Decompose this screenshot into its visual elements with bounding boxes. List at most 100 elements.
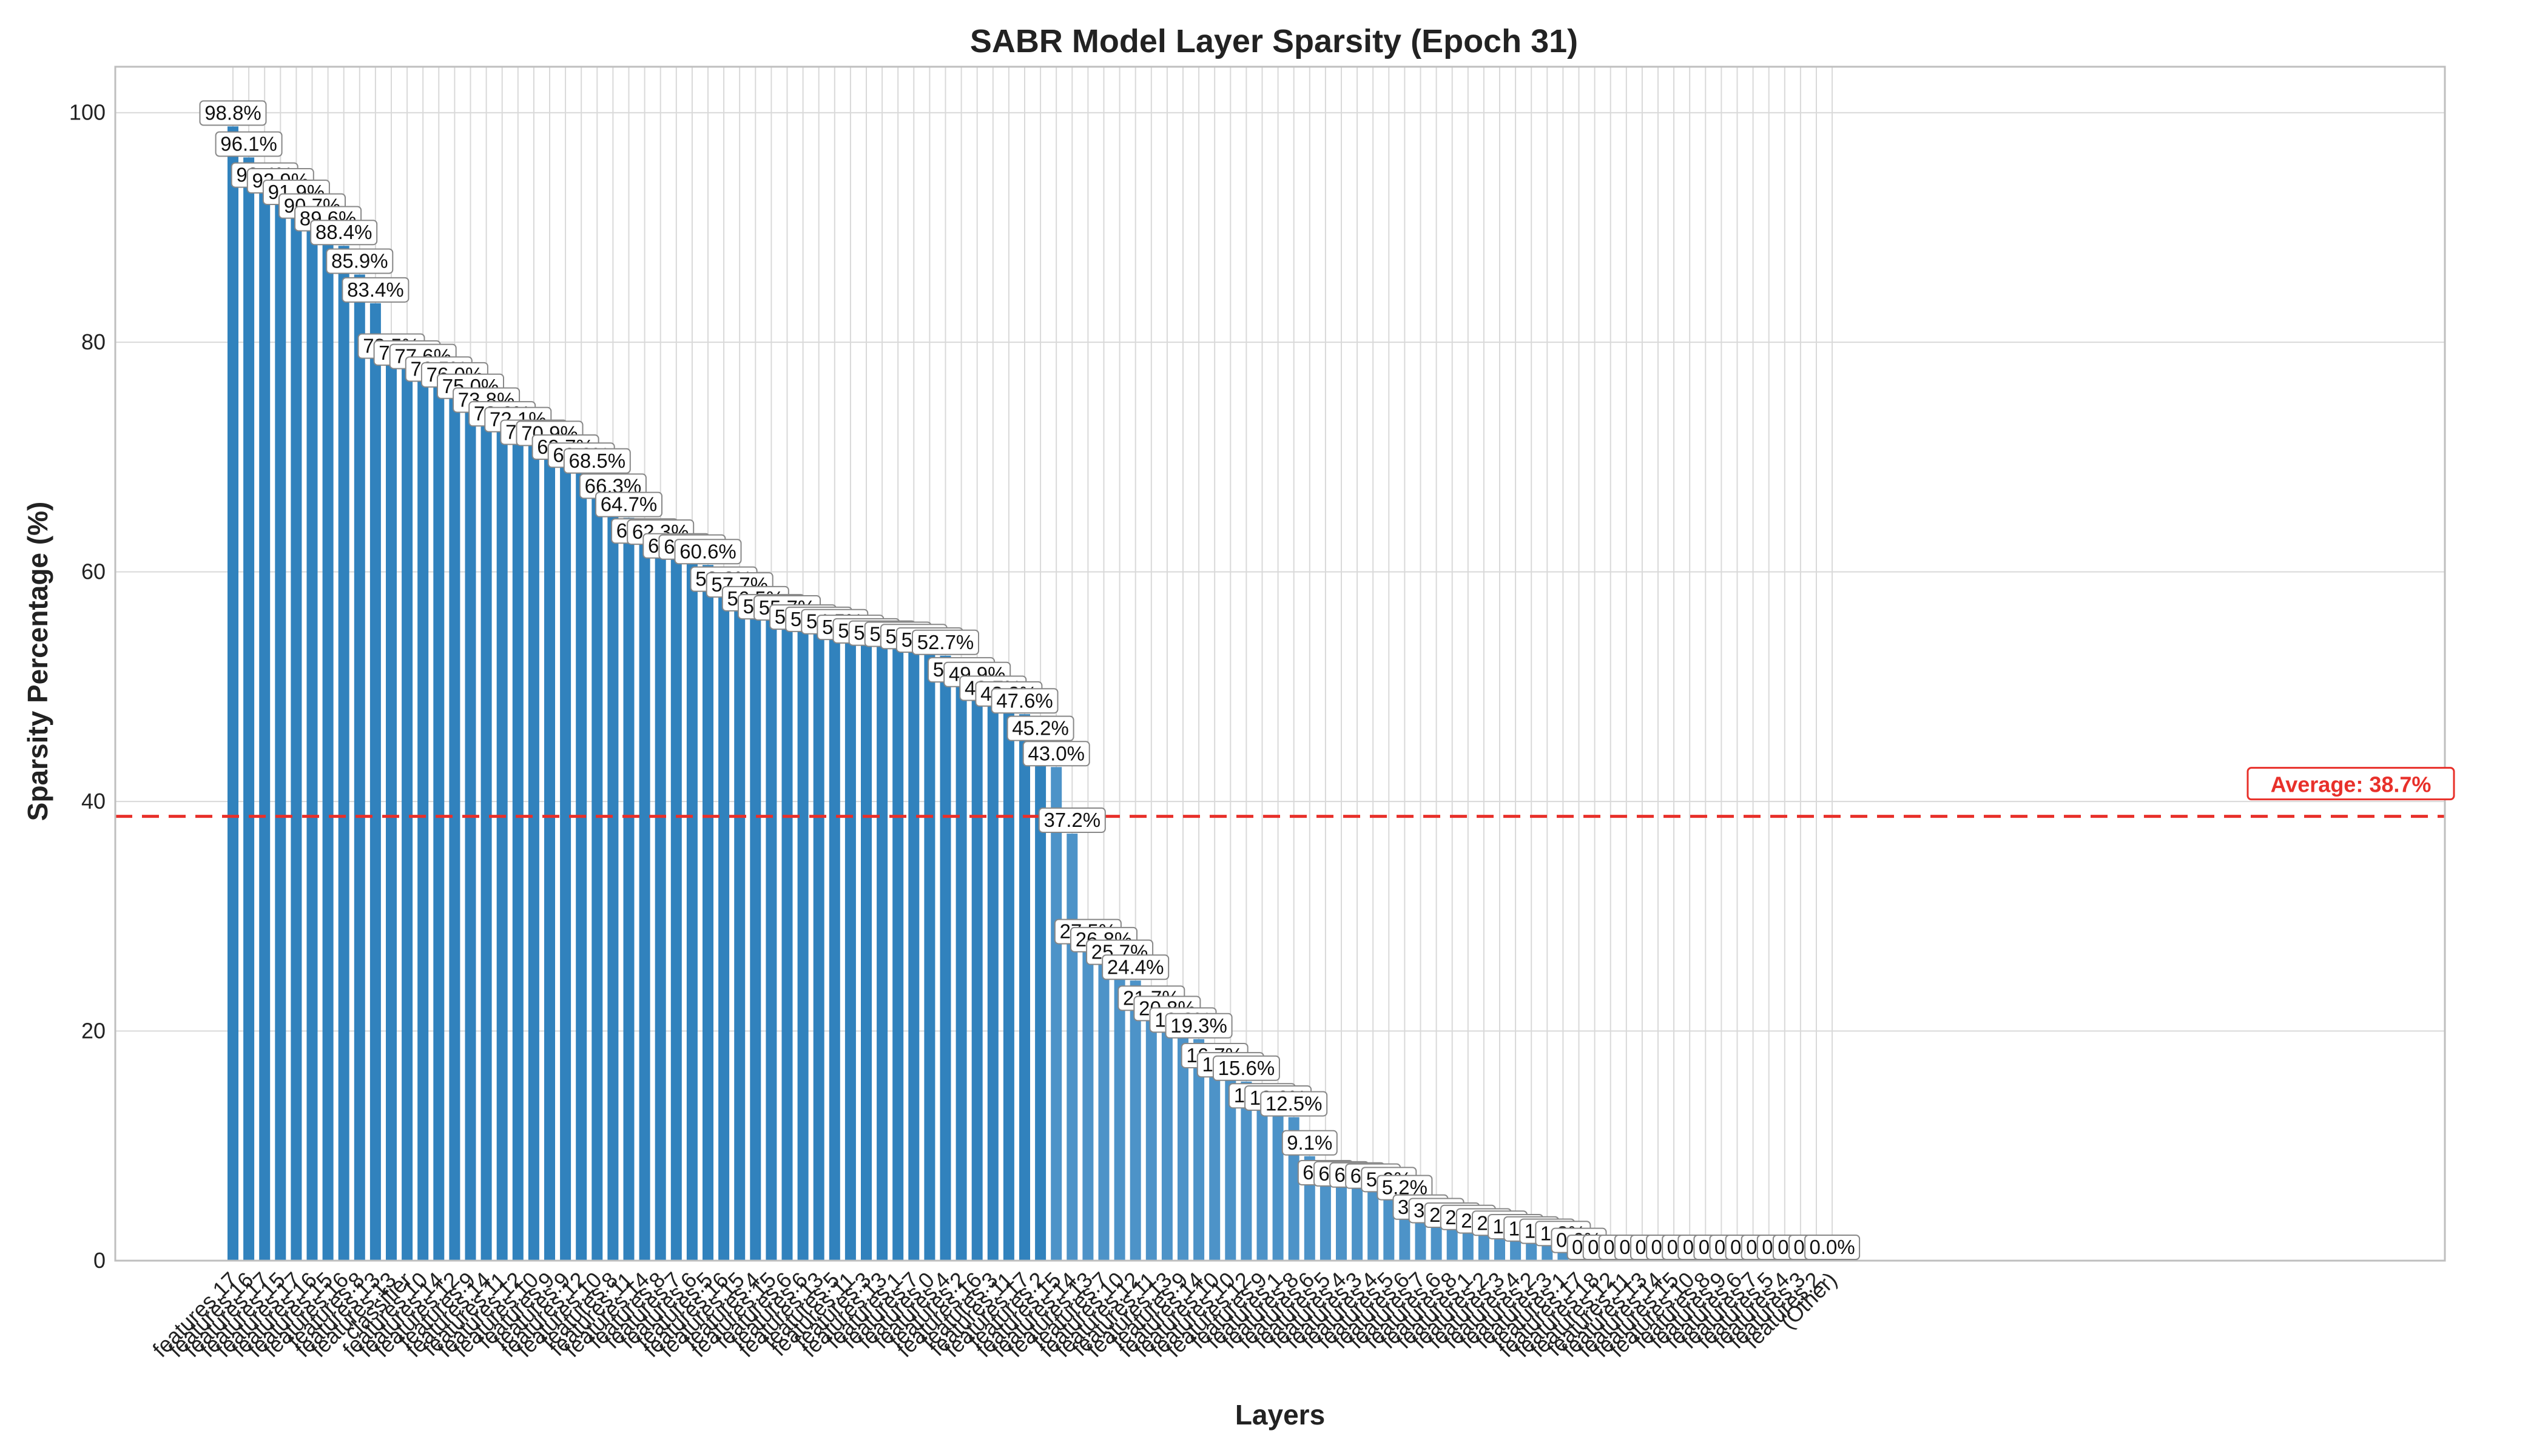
- bar: [703, 565, 713, 1261]
- bar: [1494, 1236, 1505, 1261]
- bar: [512, 433, 524, 1261]
- bar: [987, 701, 999, 1261]
- bar: [670, 559, 682, 1261]
- bar: [544, 447, 555, 1261]
- bar: [956, 683, 967, 1261]
- bar-value-label-text: 19.3%: [1170, 1014, 1227, 1037]
- bar: [228, 126, 238, 1261]
- bar-value-label-text: 0.0%: [1809, 1236, 1855, 1258]
- bar: [797, 630, 809, 1261]
- bar: [1320, 1186, 1331, 1261]
- bar-value-label: 24.4%: [1102, 954, 1170, 980]
- bar: [465, 399, 476, 1261]
- bar: [1446, 1228, 1458, 1261]
- bar: [971, 687, 983, 1261]
- bar: [1178, 1033, 1188, 1261]
- plot-frame: [114, 66, 2446, 1262]
- bar: [480, 413, 492, 1261]
- bar: [686, 560, 698, 1261]
- bar-value-label-text: 98.8%: [204, 101, 261, 124]
- bar-value-labels: 98.8%96.1%93.4%92.9%91.9%90.7%89.6%88.4%…: [199, 100, 1861, 1260]
- bar: [1241, 1081, 1252, 1261]
- bar: [1051, 767, 1062, 1261]
- bar: [1510, 1239, 1522, 1261]
- bar-value-label-box: [310, 220, 378, 246]
- bar: [1019, 714, 1030, 1261]
- bar: [291, 205, 302, 1261]
- bar-value-label-box: [1102, 954, 1170, 980]
- bar-value-label: 60.6%: [674, 539, 742, 565]
- bar-value-label: 88.4%: [310, 220, 378, 246]
- bar: [924, 653, 935, 1261]
- bar-value-label-text: 24.4%: [1107, 956, 1164, 978]
- bar-value-label: 43.0%: [1022, 741, 1090, 767]
- bar: [892, 647, 904, 1261]
- bar: [259, 188, 271, 1261]
- bar: [718, 592, 730, 1261]
- average-label: Average: 38.7%: [2246, 767, 2455, 801]
- bar: [639, 544, 650, 1261]
- bar-value-label-box: [199, 100, 267, 126]
- bar-value-label-text: 68.5%: [569, 450, 626, 472]
- bar-value-label: 83.4%: [342, 277, 410, 303]
- bar: [306, 219, 318, 1261]
- bar-value-label-text: 96.1%: [220, 132, 277, 155]
- bar: [1098, 952, 1110, 1261]
- bar-value-label-box: [1006, 715, 1074, 741]
- average-label-text: Average: 38.7%: [2271, 772, 2432, 797]
- bar: [1082, 945, 1094, 1261]
- bar: [1431, 1224, 1442, 1261]
- bar: [877, 646, 888, 1261]
- bar-value-label: 12.5%: [1260, 1091, 1328, 1117]
- bar-value-label: 15.6%: [1212, 1055, 1280, 1081]
- bar-value-label: 47.6%: [991, 688, 1059, 714]
- bar-value-label: 96.1%: [215, 131, 283, 157]
- bar: [322, 232, 334, 1261]
- bar: [1367, 1189, 1379, 1261]
- bar: [369, 303, 381, 1261]
- bar-value-label: 45.2%: [1006, 715, 1074, 741]
- bar-value-label-text: 52.7%: [917, 631, 974, 653]
- bar-value-label-box: [991, 688, 1059, 714]
- chart-title: SABR Model Layer Sparsity (Epoch 31): [970, 23, 1578, 59]
- bar-value-label-box: [326, 248, 394, 274]
- bar-value-label-text: 60.6%: [679, 540, 736, 562]
- bar: [766, 620, 777, 1261]
- bar-value-label-text: 45.2%: [1012, 717, 1069, 740]
- y-tick-label: 100: [69, 100, 106, 125]
- bar: [829, 635, 840, 1261]
- bar: [750, 612, 761, 1261]
- bar: [1415, 1220, 1426, 1261]
- bar: [1542, 1244, 1553, 1261]
- bar: [496, 427, 508, 1261]
- bar: [1336, 1187, 1347, 1261]
- bar-value-label: 85.9%: [326, 248, 394, 274]
- bar-value-label-box: [595, 491, 662, 517]
- bar: [1225, 1078, 1236, 1261]
- average-label-box: [2246, 767, 2455, 801]
- bar-value-label: 19.3%: [1165, 1013, 1233, 1039]
- bar-value-label-box: [1022, 741, 1090, 767]
- bar-value-label-box: [215, 131, 283, 157]
- bar: [908, 650, 920, 1261]
- bar: [338, 246, 349, 1261]
- bar-series: [228, 126, 1585, 1261]
- bar-value-label: 98.8%: [199, 100, 267, 126]
- bar: [813, 632, 824, 1261]
- bar: [607, 499, 619, 1261]
- bar: [528, 445, 539, 1261]
- bar: [1035, 741, 1046, 1261]
- bar: [386, 359, 397, 1261]
- bar-value-label-box: [1212, 1055, 1280, 1081]
- bar: [623, 517, 635, 1261]
- bar-value-label-text: 64.7%: [601, 493, 658, 516]
- bar-value-label-text: 85.9%: [331, 250, 388, 272]
- bar-value-label-box: [912, 629, 979, 655]
- bar: [592, 474, 603, 1261]
- y-tick-label: 0: [93, 1248, 106, 1273]
- x-axis-ticks: features.17features.16features.17feature…: [147, 1267, 1841, 1362]
- bar-value-label-text: 43.0%: [1028, 742, 1085, 764]
- y-tick-label: 40: [81, 789, 106, 814]
- bar: [1352, 1188, 1363, 1261]
- bar-value-label-text: 83.4%: [347, 278, 404, 301]
